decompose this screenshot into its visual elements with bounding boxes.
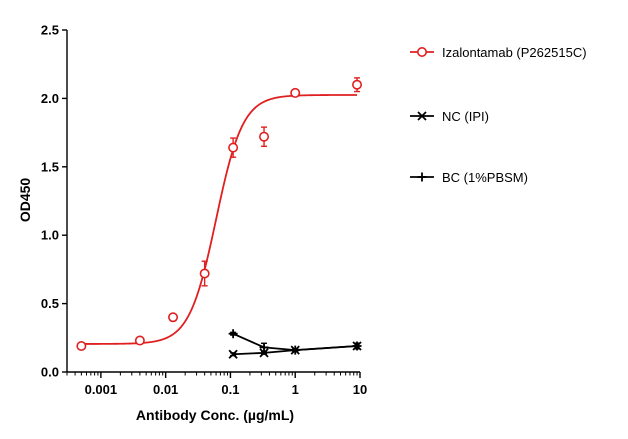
x-tick-label: 10 [353,382,367,397]
data-point [259,348,269,358]
data-point [290,345,300,355]
legend-label: NC (IPI) [442,109,489,124]
legend: Izalontamab (P262515C) NC (IPI) BC (1%PBSM… [410,45,587,185]
plot-area [76,77,363,359]
data-point [290,87,301,98]
y-tick-label: 2.5 [41,23,59,38]
data-point [228,329,238,339]
data-point [352,341,362,351]
legend-item-0: Izalontamab (P262515C) [410,45,587,60]
y-axis-title: OD450 [17,178,33,223]
data-point [199,268,210,279]
legend-label: BC (1%PBSM) [442,170,528,185]
fit-curve [81,94,358,345]
data-point [134,335,145,346]
data-point [228,142,239,153]
axes: 0.0 0.5 1.0 1.5 2.0 2.5 0.001 0.01 0.1 1 10 [41,23,367,398]
x-tick-label: 0.01 [153,382,178,397]
y-tick-label: 0.5 [41,296,59,311]
x-tick-label: 0.1 [221,382,239,397]
fit-line [232,332,358,352]
data-point [259,131,270,142]
x-tick-label: 1 [292,382,299,397]
x-axis-title: Antibody Conc. (µg/mL) [136,407,294,423]
data-point-stroke [228,349,238,359]
data-point [168,312,179,323]
data-point [76,341,87,352]
legend-item-2: BC (1%PBSM) [410,170,528,185]
data-point-stroke [417,111,427,121]
series-2 [228,329,362,355]
y-tick-label: 1.0 [41,228,59,243]
data-point [259,342,269,352]
y-tick-label: 1.5 [41,159,59,174]
y-tick-label: 2.0 [41,91,59,106]
x-tick-label: 0.001 [85,382,118,397]
series-0 [76,77,363,352]
data-point-stroke [259,348,269,358]
data-point [352,79,363,90]
data-point [228,349,238,359]
data-point [417,111,427,121]
legend-item-1: NC (IPI) [410,109,489,124]
data-point [417,172,427,182]
y-tick-label: 0.0 [41,365,59,380]
legend-label: Izalontamab (P262515C) [442,45,587,60]
data-point [416,46,427,57]
